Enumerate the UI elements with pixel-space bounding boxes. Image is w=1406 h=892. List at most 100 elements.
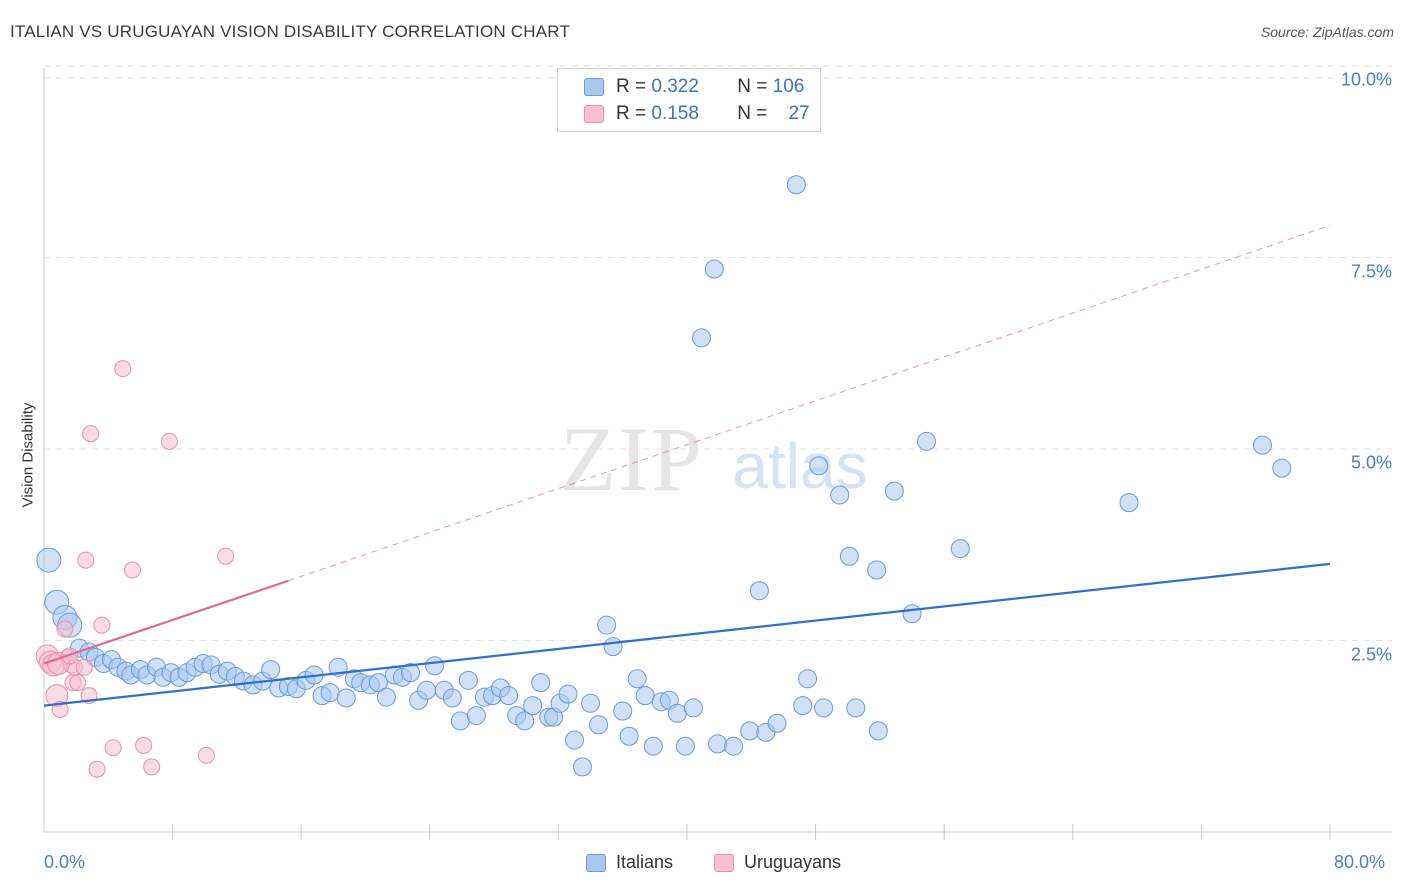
italians-point xyxy=(336,688,356,708)
italians-point xyxy=(531,673,551,693)
italians-point xyxy=(884,481,904,501)
italians-point xyxy=(368,673,388,693)
italians-point xyxy=(708,734,728,754)
italians-point xyxy=(442,688,462,708)
italians-point xyxy=(667,703,687,723)
italians-point xyxy=(814,698,834,718)
uruguayans-trend-extension xyxy=(288,224,1331,582)
italians-point xyxy=(643,736,663,756)
italians-point xyxy=(613,701,633,721)
legend-n-value: 106 xyxy=(772,76,805,97)
italians-point xyxy=(466,706,486,726)
uruguayans-swatch xyxy=(584,105,604,123)
italians-point xyxy=(499,686,519,706)
legend-r-label: R = xyxy=(616,103,647,124)
italians-point xyxy=(417,680,437,700)
italians-point xyxy=(749,581,769,601)
x-tick-max: 80.0% xyxy=(1334,852,1386,872)
legend-uruguayans-label: Uruguayans xyxy=(744,852,842,872)
legend-row-uruguayans: R = 0.158 N = 27 xyxy=(584,103,810,125)
series-legend: Italians Uruguayans xyxy=(0,852,1406,876)
legend-uruguayans[interactable]: Uruguayans xyxy=(714,852,841,873)
italians-point xyxy=(581,693,601,713)
italians-point xyxy=(704,259,724,279)
uruguayans-point xyxy=(75,658,93,676)
italians-point xyxy=(450,711,470,731)
legend-n-value: 27 xyxy=(788,103,810,124)
italians-point xyxy=(458,670,478,690)
watermark-zip: ZIP xyxy=(560,408,704,510)
uruguayans-trend-line xyxy=(43,579,289,665)
italians-point xyxy=(619,726,639,746)
italians-point xyxy=(902,604,922,624)
y-tick-label: 7.5% xyxy=(1350,261,1392,281)
italians-point xyxy=(846,698,866,718)
legend-italians-label: Italians xyxy=(616,852,674,872)
legend-r-value: 0.322 xyxy=(651,76,699,97)
legend-n-label: N = xyxy=(737,103,768,124)
uruguayans-point xyxy=(114,360,132,378)
uruguayans-point xyxy=(123,561,141,579)
uruguayans-point xyxy=(197,746,215,764)
y-tick-label: 2.5% xyxy=(1350,644,1392,664)
italians-point xyxy=(261,660,281,680)
italians-point xyxy=(1272,458,1292,478)
uruguayans-point xyxy=(143,758,161,776)
italians-point xyxy=(627,669,647,689)
italians-point xyxy=(830,485,850,505)
italians-point xyxy=(724,736,744,756)
legend-r-label: R = xyxy=(616,76,647,97)
italians-point xyxy=(683,698,703,718)
italians-point xyxy=(786,175,806,195)
uruguayans-point xyxy=(69,674,87,692)
italians-point xyxy=(839,546,859,566)
legend-italians[interactable]: Italians xyxy=(586,852,673,873)
italians-point xyxy=(798,669,818,689)
italians-trend-line xyxy=(43,562,1331,707)
italians-point xyxy=(1252,435,1272,455)
italians-point xyxy=(36,547,62,573)
italians-point xyxy=(809,456,829,476)
italians-point xyxy=(950,539,970,559)
uruguayans-point xyxy=(88,760,106,778)
chart-title: ITALIAN VS URUGUAYAN VISION DISABILITY C… xyxy=(10,22,571,41)
italians-swatch xyxy=(586,853,606,872)
italians-point xyxy=(675,736,695,756)
italians-point xyxy=(376,687,396,707)
legend-r-value: 0.158 xyxy=(651,103,699,124)
uruguayans-point xyxy=(51,700,69,718)
uruguayans-point xyxy=(217,547,235,565)
uruguayans-point xyxy=(82,425,100,443)
uruguayans-point xyxy=(104,739,122,757)
uruguayans-point xyxy=(56,620,74,638)
italians-swatch xyxy=(584,78,604,96)
italians-point xyxy=(523,696,543,716)
italians-point xyxy=(401,663,421,683)
source-label: Source: ZipAtlas.com xyxy=(1260,24,1394,40)
italians-point xyxy=(691,328,711,348)
italians-point xyxy=(515,711,535,731)
legend-row-italians: R = 0.322 N = 106 xyxy=(584,76,804,98)
italians-point xyxy=(1119,493,1139,513)
italians-point xyxy=(917,431,937,451)
italians-point xyxy=(793,696,813,716)
italians-point xyxy=(320,683,340,703)
uruguayans-point xyxy=(93,616,111,634)
italians-point xyxy=(558,684,578,704)
italians-point xyxy=(603,637,623,657)
stats-legend: R = 0.322 N = 106 R = 0.158 N = 27 xyxy=(557,68,821,132)
italians-point xyxy=(740,721,760,741)
italians-point xyxy=(767,713,787,733)
italians-point xyxy=(564,730,584,750)
uruguayans-point xyxy=(160,432,178,450)
uruguayans-point xyxy=(77,551,95,569)
y-tick-label: 10.0% xyxy=(1340,69,1392,90)
uruguayans-point xyxy=(135,736,153,754)
italians-point xyxy=(867,560,887,580)
italians-point xyxy=(573,757,593,777)
italians-point xyxy=(868,721,888,741)
italians-point xyxy=(589,715,609,735)
x-tick-min: 0.0% xyxy=(44,852,86,872)
legend-n-label: N = xyxy=(737,76,768,97)
